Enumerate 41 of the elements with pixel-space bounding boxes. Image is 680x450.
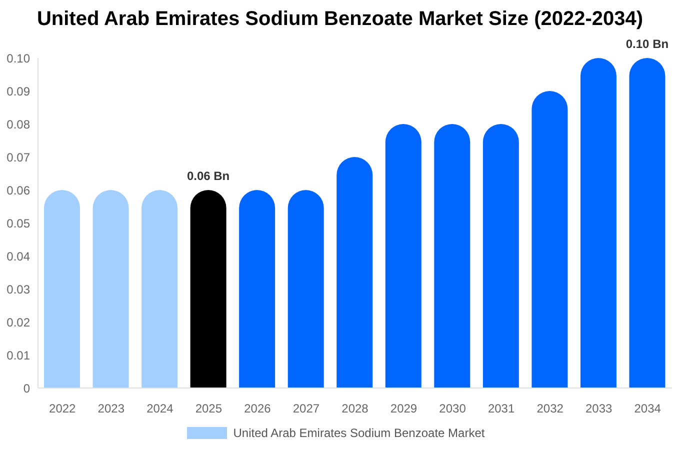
bar — [336, 157, 373, 388]
x-tick-label: 2028 — [342, 402, 369, 416]
bar — [385, 124, 422, 388]
y-tick-label: 0.04 — [6, 249, 30, 264]
x-tick-label: 2025 — [195, 402, 222, 416]
y-tick-label: 0.10 — [6, 51, 30, 66]
bar — [190, 190, 226, 388]
bar — [44, 190, 80, 388]
x-tick-label: 2031 — [488, 402, 515, 416]
bar — [580, 58, 616, 388]
y-tick-label: 0.02 — [6, 315, 30, 330]
y-tick-label: 0.06 — [6, 183, 30, 198]
bar — [142, 190, 178, 388]
bar — [434, 124, 470, 388]
x-tick-label: 2023 — [98, 402, 125, 416]
y-tick-label: 0.07 — [6, 150, 30, 164]
x-tick-label: 2034 — [634, 402, 662, 416]
legend-label: United Arab Emirates Sodium Benzoate Market — [233, 426, 485, 440]
y-tick-label: 0.08 — [6, 117, 30, 132]
x-tick-label: 2030 — [439, 402, 466, 416]
x-tick-label: 2032 — [536, 402, 564, 416]
bar — [629, 58, 666, 388]
data-label: 0.10 Bn — [626, 37, 669, 51]
bar — [288, 190, 324, 388]
chart-title: United Arab Emirates Sodium Benzoate Market Size (2022-2034) — [36, 8, 644, 32]
x-tick-label: 2027 — [292, 402, 320, 416]
data-label: 0.06 Bn — [186, 169, 230, 183]
x-tick-label: 2026 — [244, 402, 272, 416]
y-tick-label: 0.03 — [6, 282, 30, 296]
x-tick-label: 2029 — [390, 402, 418, 416]
bar — [239, 190, 276, 388]
y-tick-label: 0 — [23, 381, 30, 396]
bar — [482, 124, 519, 388]
bar — [92, 190, 129, 388]
x-tick-label: 2024 — [146, 402, 174, 416]
y-tick-label: 0.09 — [6, 84, 30, 98]
y-tick-label: 0.01 — [6, 348, 30, 362]
x-tick-label: 2033 — [585, 402, 613, 416]
y-tick-label: 0.05 — [6, 216, 30, 230]
bar — [532, 91, 568, 388]
x-tick-label: 2022 — [49, 402, 76, 416]
